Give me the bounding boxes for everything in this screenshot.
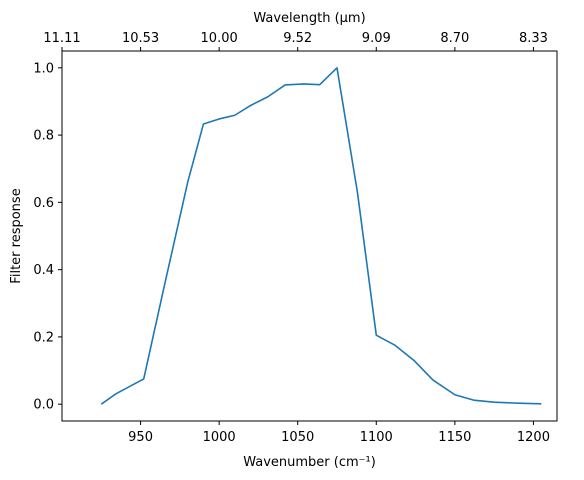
y-tick-label: 0.4 — [33, 263, 54, 278]
axis-ticks: 950 1000 1050 1100 1150 1200 0.0 0.2 0.4 0.6 0.8 1.… — [33, 31, 550, 445]
y-axis-title: Filter response — [9, 188, 24, 283]
y-tick-label: 0.6 — [33, 196, 54, 211]
y-tick-label: 0.2 — [33, 330, 54, 345]
x-tick-label: 1150 — [438, 430, 471, 445]
x-tick-label: 1000 — [203, 430, 236, 445]
plot-area — [61, 50, 558, 422]
top-tick-label: 9.09 — [362, 31, 391, 46]
x-tick-label: 1100 — [360, 430, 393, 445]
top-axis-title: Wavelength (μm) — [253, 11, 365, 26]
x-tick-label: 950 — [128, 430, 153, 445]
top-tick-label: 10.00 — [201, 31, 238, 46]
top-tick-label: 8.70 — [440, 31, 469, 46]
x-tick-label: 1050 — [281, 430, 314, 445]
y-tick-label: 1.0 — [33, 61, 54, 76]
series-line-0 — [100, 67, 542, 405]
x-tick-label: 1200 — [517, 430, 550, 445]
top-tick-label: 11.11 — [43, 31, 80, 46]
series-line-group — [100, 67, 542, 405]
y-tick-label: 0.8 — [33, 129, 54, 144]
axis-labels: Wavenumber (cm⁻¹) Filter response Wavele… — [9, 11, 376, 470]
plot-frame — [61, 50, 558, 422]
x-axis-title: Wavenumber (cm⁻¹) — [243, 455, 376, 470]
top-tick-label: 10.53 — [122, 31, 159, 46]
y-tick-label: 0.0 — [33, 398, 54, 413]
top-tick-label: 8.33 — [519, 31, 548, 46]
top-tick-label: 9.52 — [283, 31, 312, 46]
